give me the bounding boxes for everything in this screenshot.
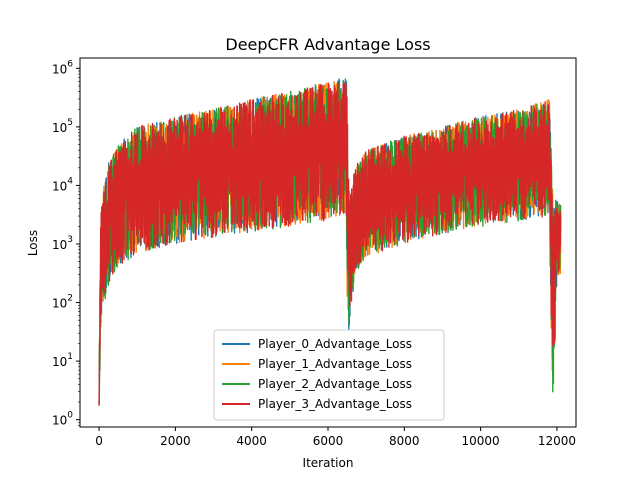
y-tick-base: 10: [52, 238, 67, 252]
y-tick-exponent: 4: [67, 176, 73, 186]
y-tick-exponent: 3: [67, 235, 73, 245]
y-tick-label: 101: [52, 352, 73, 369]
legend-entry: Player_3_Advantage_Loss: [258, 397, 412, 411]
legend-box: [213, 329, 445, 421]
y-axis-label: Loss: [26, 230, 40, 256]
y-tick-label: 106: [52, 59, 73, 76]
y-tick-base: 10: [52, 121, 67, 135]
x-tick-label: 10000: [462, 434, 500, 448]
series-layer: [98, 78, 562, 406]
legend-entry: Player_0_Advantage_Loss: [258, 337, 412, 351]
y-tick-base: 10: [52, 297, 67, 311]
x-tick-label: 6000: [313, 434, 344, 448]
y-tick-exponent: 6: [67, 59, 73, 69]
y-tick-exponent: 5: [67, 118, 73, 128]
series-line-3: [98, 81, 562, 406]
y-tick-exponent: 1: [67, 352, 73, 362]
legend-entry: Player_2_Advantage_Loss: [258, 377, 412, 391]
y-tick-label: 102: [52, 294, 73, 311]
legend: Player_0_Advantage_Loss Player_1_Advantag…: [213, 329, 445, 421]
x-tick-label: 2000: [160, 434, 191, 448]
legend-entry: Player_1_Advantage_Loss: [258, 357, 412, 371]
x-tick-label: 0: [95, 434, 103, 448]
y-tick-base: 10: [52, 414, 67, 428]
y-tick-base: 10: [52, 179, 67, 193]
x-tick-label: 4000: [236, 434, 267, 448]
x-tick-label: 8000: [389, 434, 420, 448]
y-tick-label: 104: [52, 176, 73, 193]
chart-title: DeepCFR Advantage Loss: [225, 35, 430, 54]
y-tick-label: 100: [52, 411, 73, 428]
x-tick-label: 12000: [538, 434, 576, 448]
x-axis-ticks: 0 2000 4000 6000 8000 10000 12000: [95, 427, 576, 448]
y-tick-label: 105: [52, 118, 73, 135]
y-tick-base: 10: [52, 355, 67, 369]
y-tick-base: 10: [52, 62, 67, 76]
y-tick-exponent: 2: [67, 294, 73, 304]
y-tick-exponent: 0: [67, 411, 73, 421]
y-tick-label: 103: [52, 235, 73, 252]
x-axis-label: Iteration: [303, 456, 354, 470]
